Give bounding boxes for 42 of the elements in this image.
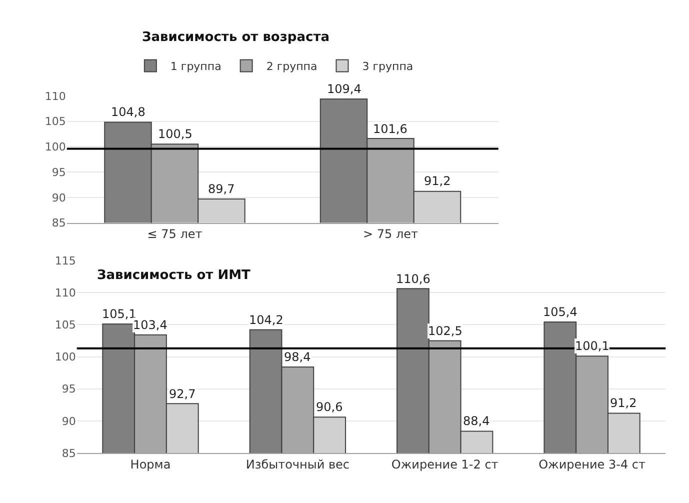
data-label: 101,6 [373, 122, 408, 136]
data-label: 91,2 [610, 396, 637, 410]
data-label: 105,1 [102, 307, 136, 321]
data-label: 89,7 [208, 182, 235, 196]
y-tick-label: 95 [62, 382, 76, 396]
data-label: 104,2 [249, 313, 284, 327]
data-label: 109,4 [327, 82, 362, 96]
y-tick-label: 85 [62, 446, 76, 460]
data-label: 104,8 [111, 105, 146, 119]
y-tick-label: 105 [44, 115, 66, 128]
y-tick-label: 95 [52, 166, 66, 179]
data-label: 88,4 [463, 414, 490, 428]
data-label: 91,2 [424, 174, 451, 188]
data-label: 100,5 [158, 127, 192, 141]
data-label: 102,5 [428, 324, 462, 338]
y-tick-label: 115 [54, 254, 76, 268]
data-label: 90,6 [316, 400, 343, 414]
legend-label: 1 группа [170, 60, 222, 74]
x-tick-label: Норма [130, 458, 171, 472]
chart-title: Зависимость от возраста [142, 30, 330, 45]
x-tick-label: Ожирение 3-4 ст [538, 458, 646, 472]
data-label: 92,7 [169, 387, 196, 401]
x-tick-label: Ожирение 1-2 ст [391, 458, 498, 472]
data-label: 103,4 [133, 318, 168, 332]
text: Зависимость от ИМТ [97, 268, 251, 283]
data-label: 98,4 [284, 350, 311, 364]
y-tick-label: 110 [44, 90, 66, 103]
legend-label: 3 группа [362, 60, 414, 74]
y-tick-label: 110 [54, 286, 76, 300]
data-label: 110,6 [396, 272, 430, 286]
x-tick-label: ≤ 75 лет [147, 227, 202, 242]
y-tick-label: 105 [54, 318, 76, 332]
y-tick-label: 90 [52, 191, 66, 204]
x-tick-label: > 75 лет [362, 227, 418, 242]
x-tick-label: Избыточный вес [246, 458, 350, 472]
data-label: 100,1 [575, 339, 610, 353]
y-tick-label: 100 [44, 140, 66, 154]
y-tick-label: 100 [54, 350, 76, 364]
data-label: 105,4 [543, 305, 578, 319]
y-tick-label: 85 [52, 216, 66, 230]
y-tick-label: 90 [62, 414, 76, 428]
legend-label: 2 группа [266, 60, 318, 74]
